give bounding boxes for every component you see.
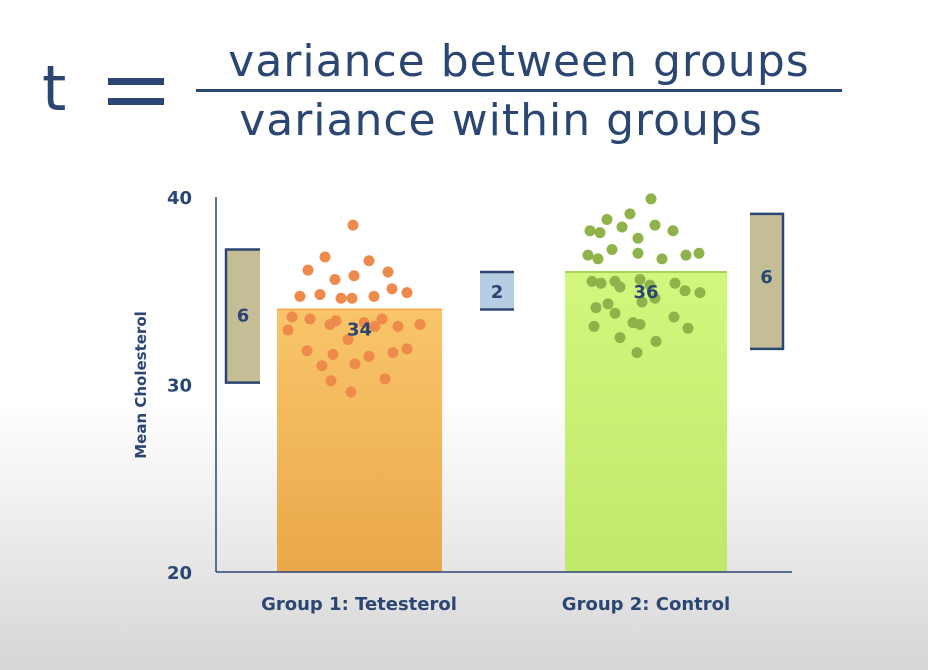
data-point [301, 345, 313, 357]
data-point [609, 307, 621, 319]
data-point [401, 287, 413, 299]
data-point [595, 277, 607, 289]
data-point [363, 255, 375, 267]
y-axis-label: Mean Cholesterol [132, 311, 150, 459]
t-statistic-symbol: t [42, 52, 67, 125]
data-point [363, 350, 375, 362]
data-point [650, 335, 662, 347]
data-point [632, 247, 644, 259]
spread-bracket-label: 6 [760, 267, 773, 288]
x-category-label: Group 2: Control [562, 594, 730, 615]
equals-sign-top [108, 78, 164, 85]
data-point [387, 347, 399, 359]
data-point [649, 219, 661, 231]
data-point [592, 253, 604, 265]
data-point [369, 320, 381, 332]
data-point [316, 360, 328, 372]
data-point [645, 193, 657, 205]
data-point [594, 227, 606, 239]
formula-numerator: variance between groups [228, 36, 810, 87]
data-point [624, 208, 636, 220]
data-point [349, 358, 361, 370]
y-tick-label: 20 [167, 563, 192, 584]
data-point [590, 302, 602, 314]
data-point [345, 386, 357, 398]
equals-sign-bottom [108, 98, 164, 105]
data-point [376, 313, 388, 325]
x-category-label: Group 1: Tetesterol [261, 594, 457, 615]
data-point [667, 225, 679, 237]
data-point [582, 249, 594, 261]
data-point [286, 311, 298, 323]
data-point [631, 347, 643, 359]
bar-value-label: 36 [633, 282, 658, 303]
data-point [602, 298, 614, 310]
data-point [636, 296, 648, 308]
data-point [414, 319, 426, 330]
data-point [358, 317, 370, 329]
data-point [656, 253, 668, 265]
bar-2 [565, 272, 727, 572]
data-point [693, 247, 705, 259]
data-point [649, 292, 661, 304]
data-point [586, 275, 598, 287]
difference-bracket [480, 272, 514, 310]
data-point [382, 266, 394, 278]
data-point [614, 281, 626, 293]
data-point [392, 320, 404, 332]
spread-bracket-1 [226, 249, 260, 383]
data-point [346, 292, 358, 304]
data-point [606, 244, 618, 255]
spread-bracket-2 [750, 213, 783, 349]
data-point [342, 334, 354, 345]
data-point [324, 319, 336, 330]
data-point [680, 249, 692, 261]
data-point [669, 277, 681, 289]
data-point [616, 221, 628, 233]
spread-bracket-outline [750, 212, 785, 351]
data-point [282, 324, 294, 336]
data-point [304, 313, 316, 325]
data-point [329, 274, 341, 285]
data-point [335, 292, 347, 304]
formula-denominator: variance within groups [239, 95, 763, 146]
data-point [601, 214, 613, 225]
y-tick-label: 40 [167, 188, 192, 209]
difference-bracket-label: 2 [491, 282, 504, 303]
data-point [319, 251, 331, 263]
data-point [325, 375, 337, 387]
data-point [588, 320, 600, 332]
data-point [302, 264, 314, 276]
y-tick-label: 30 [167, 376, 192, 397]
data-point [632, 232, 644, 244]
spread-bracket-outline [224, 248, 260, 384]
spread-bracket-label: 6 [237, 306, 250, 327]
data-point [682, 322, 694, 334]
data-point [634, 274, 646, 285]
data-point [679, 285, 691, 297]
data-point [368, 290, 380, 302]
bar-1 [277, 309, 442, 572]
data-point [314, 289, 326, 300]
data-point [694, 287, 706, 299]
data-point [379, 373, 391, 385]
data-point [584, 225, 596, 237]
bar-value-label: 34 [347, 320, 372, 341]
data-point [634, 319, 646, 330]
data-point [348, 270, 360, 282]
fraction-line [196, 89, 842, 92]
data-point [668, 311, 680, 323]
data-point [614, 332, 626, 344]
data-point [294, 290, 306, 302]
data-point [327, 349, 339, 360]
formula: t variance between groups variance withi… [0, 0, 928, 160]
data-point [401, 343, 413, 355]
data-point [644, 279, 656, 291]
data-point [386, 283, 398, 295]
data-point [347, 219, 359, 231]
